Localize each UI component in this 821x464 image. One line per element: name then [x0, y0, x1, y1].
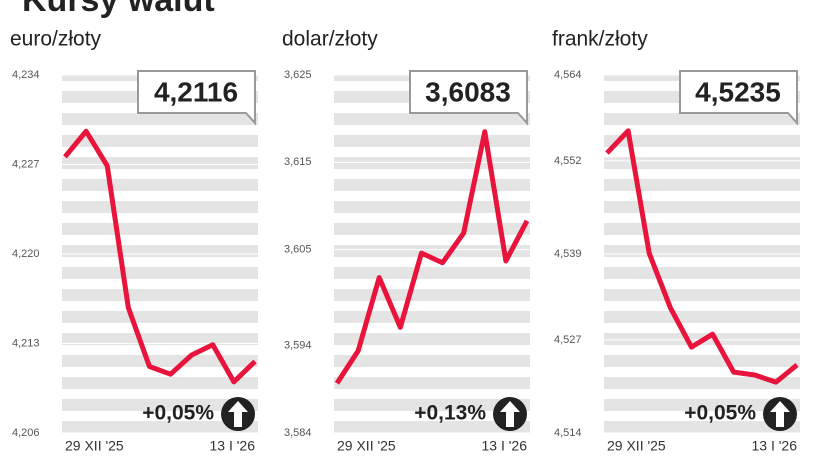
current-value: 4,2116: [154, 76, 238, 107]
change-label: +0,05%: [684, 402, 756, 425]
y-tick-label: 4,220: [12, 248, 40, 260]
x-tick-label: 29 XII '25: [607, 438, 666, 454]
series-line: [334, 129, 530, 385]
change-label: +0,05%: [142, 402, 214, 425]
panel-title: frank/złoty: [552, 28, 648, 51]
current-value: 4,5235: [695, 76, 781, 107]
value-box: [679, 70, 798, 126]
y-tick-label: 3,625: [284, 69, 312, 81]
value-box: [137, 70, 256, 126]
page-title: Kursy walut: [22, 0, 215, 19]
y-tick-label: 4,206: [12, 427, 40, 439]
y-tick-label: 4,227: [12, 158, 40, 170]
panel-title: dolar/złoty: [282, 28, 378, 51]
y-tick-label: 4,564: [554, 69, 582, 81]
y-tick-label: 4,539: [554, 248, 582, 260]
arrow: [500, 401, 520, 427]
change-label: +0,13%: [414, 402, 486, 425]
series-line: [63, 128, 257, 385]
arrow: [228, 401, 248, 427]
x-tick-label: 29 XII '25: [337, 438, 396, 454]
x-tick-label: 13 I '26: [210, 438, 256, 454]
value-box: [409, 70, 528, 126]
panel-title: euro/złoty: [10, 28, 102, 51]
y-tick-label: 4,552: [554, 155, 582, 167]
y-tick-label: 4,234: [12, 69, 40, 81]
y-tick-label: 4,527: [554, 334, 582, 346]
arrow: [770, 401, 790, 427]
y-tick-label: 3,605: [284, 244, 312, 256]
y-tick-label: 3,615: [284, 156, 312, 168]
x-tick-label: 13 I '26: [482, 438, 528, 454]
x-tick-label: 29 XII '25: [65, 438, 124, 454]
series-line: [605, 128, 799, 385]
current-value: 3,6083: [425, 76, 511, 107]
x-tick-label: 13 I '26: [752, 438, 798, 454]
y-tick-label: 4,514: [554, 427, 582, 439]
y-tick-label: 3,584: [284, 427, 312, 439]
y-tick-label: 4,213: [12, 337, 40, 349]
y-tick-label: 3,594: [284, 340, 312, 352]
